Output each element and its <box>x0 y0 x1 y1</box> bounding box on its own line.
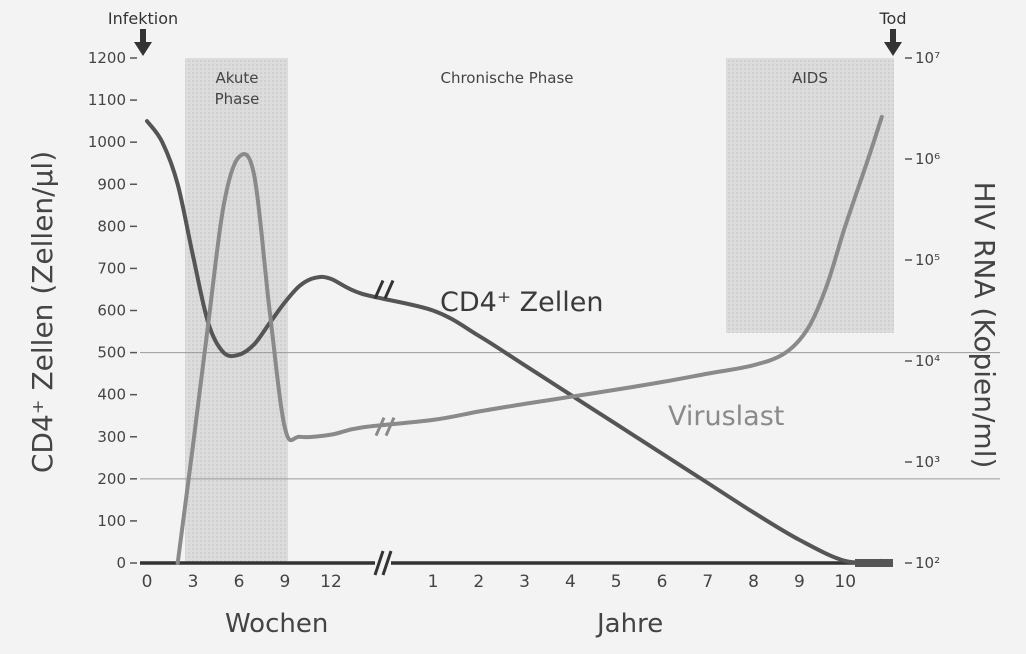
x-year-tick-label: 3 <box>519 572 530 592</box>
x-year-tick-label: 6 <box>657 572 668 592</box>
y-left-tick-label: 1100 <box>88 91 126 109</box>
phase-band-akute-phase <box>185 58 288 563</box>
axes: 0100200300400500600700800900100011001200… <box>88 49 940 592</box>
phase-label-akute-phase: Akute Phase <box>215 69 260 108</box>
series-label-cd4-zellen: CD4⁺ Zellen <box>440 287 604 318</box>
y-right-tick-label: 10⁶ <box>915 150 940 168</box>
phase-label-chronische-phase: Chronische Phase <box>440 69 573 87</box>
y-left-tick-label: 900 <box>97 175 126 193</box>
y-left-tick-label: 1000 <box>88 133 126 151</box>
y-left-tick-label: 1200 <box>88 49 126 67</box>
y-right-axis-title: HIV RNA (Kopien/ml) <box>968 182 1001 469</box>
y-left-tick-label: 800 <box>97 217 126 235</box>
infection-marker-label: Infektion <box>108 9 178 28</box>
x-axis-title-years: Jahre <box>595 609 663 639</box>
series-break-cd4-zellen <box>373 279 395 300</box>
x-year-tick-label: 10 <box>834 572 856 592</box>
x-week-tick-label: 3 <box>188 572 199 592</box>
y-left-tick-label: 300 <box>97 428 126 446</box>
y-left-tick-label: 0 <box>116 554 126 572</box>
x-axis-title-weeks: Wochen <box>225 609 328 639</box>
x-year-tick-label: 7 <box>702 572 713 592</box>
infection-arrow-icon <box>134 29 152 56</box>
x-year-tick-label: 5 <box>611 572 622 592</box>
x-week-tick-label: 9 <box>280 572 291 592</box>
x-year-tick-label: 2 <box>473 572 484 592</box>
y-left-tick-label: 500 <box>97 344 126 362</box>
series-line-viruslast <box>175 114 884 565</box>
y-right-tick-label: 10⁵ <box>915 251 940 269</box>
x-year-tick-label: 8 <box>748 572 759 592</box>
y-left-tick-label: 200 <box>97 470 126 488</box>
x-axis-break <box>373 550 393 576</box>
y-left-tick-label: 400 <box>97 386 126 404</box>
cd4-floor-segment <box>855 559 893 567</box>
x-week-tick-label: 0 <box>142 572 153 592</box>
phase-label-aids: AIDS <box>792 69 828 87</box>
phase-band-aids <box>726 58 894 333</box>
y-left-tick-label: 100 <box>97 512 126 530</box>
series-label-viruslast: Viruslast <box>668 401 784 432</box>
y-right-tick-label: 10³ <box>915 453 940 471</box>
chart-labels: Akute Phase Chronische Phase AIDS Wochen Jahr… <box>26 9 1001 639</box>
y-right-tick-label: 10⁷ <box>915 49 940 67</box>
y-right-tick-label: 10² <box>915 554 940 572</box>
y-left-tick-label: 600 <box>97 302 126 320</box>
x-year-tick-label: 1 <box>428 572 439 592</box>
x-week-tick-label: 12 <box>320 572 342 592</box>
series-lines <box>145 114 893 567</box>
reference-lines <box>140 352 1000 480</box>
y-left-tick-label: 700 <box>97 259 126 277</box>
series-break-viruslast <box>374 417 396 437</box>
x-year-tick-label: 4 <box>565 572 576 592</box>
death-marker-label: Tod <box>879 9 907 28</box>
y-right-tick-label: 10⁴ <box>915 352 940 370</box>
y-left-axis-title: CD4⁺ Zellen (Zellen/µl) <box>26 151 59 473</box>
x-year-tick-label: 9 <box>794 572 805 592</box>
death-arrow-icon <box>884 29 902 56</box>
x-week-tick-label: 6 <box>234 572 245 592</box>
